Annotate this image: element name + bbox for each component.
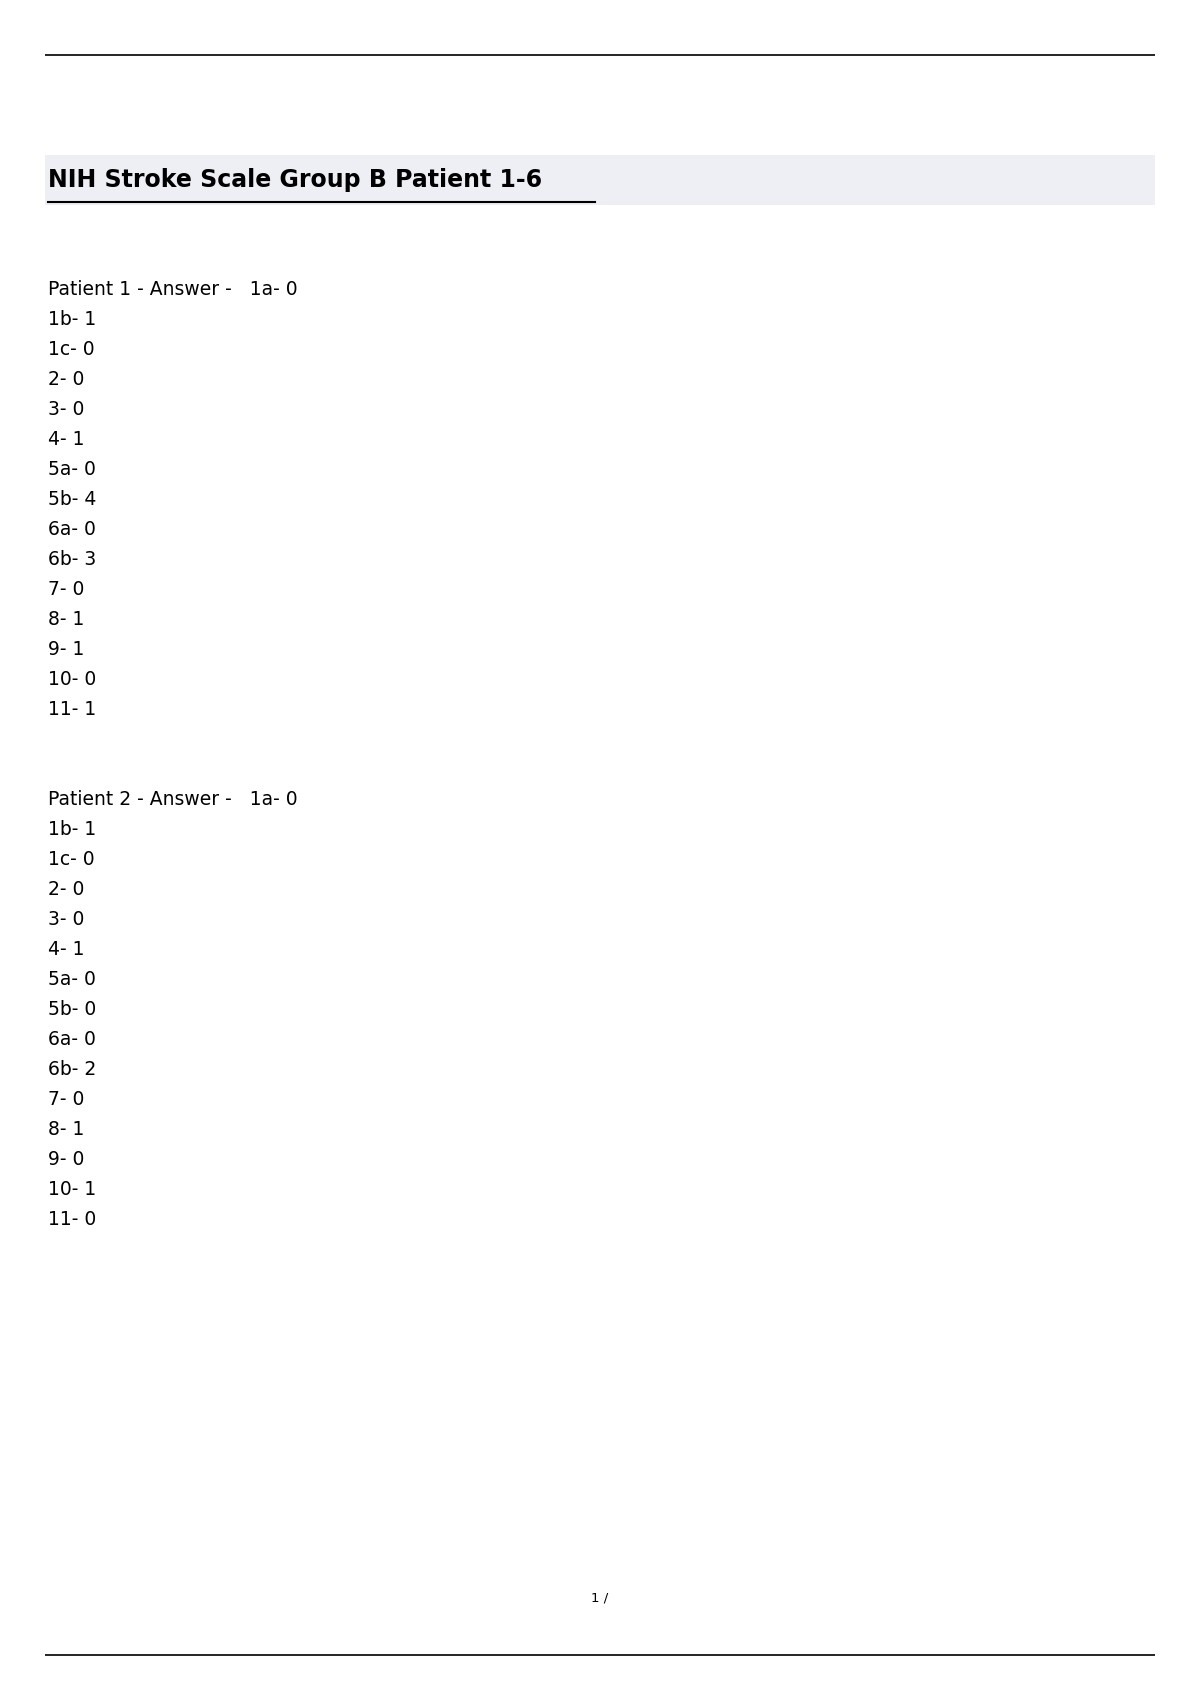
Text: 9- 0: 9- 0 — [48, 1149, 84, 1170]
Text: 6a- 0: 6a- 0 — [48, 520, 96, 539]
Bar — [46, 155, 1154, 206]
Text: 6b- 3: 6b- 3 — [48, 551, 96, 570]
Text: 10- 1: 10- 1 — [48, 1180, 96, 1198]
Text: 1c- 0: 1c- 0 — [48, 850, 95, 869]
Text: 3- 0: 3- 0 — [48, 400, 84, 418]
Text: 1b- 1: 1b- 1 — [48, 309, 96, 330]
Text: 1 /: 1 / — [592, 1591, 608, 1605]
Text: 1c- 0: 1c- 0 — [48, 340, 95, 359]
Text: 2- 0: 2- 0 — [48, 371, 84, 389]
Text: 5a- 0: 5a- 0 — [48, 971, 96, 989]
Text: 8- 1: 8- 1 — [48, 1120, 84, 1139]
Text: 1b- 1: 1b- 1 — [48, 819, 96, 840]
Text: Patient 1 - Answer -   1a- 0: Patient 1 - Answer - 1a- 0 — [48, 280, 298, 299]
Text: 7- 0: 7- 0 — [48, 1090, 84, 1108]
Text: 5b- 4: 5b- 4 — [48, 490, 96, 508]
Text: 6b- 2: 6b- 2 — [48, 1061, 96, 1080]
Text: 2- 0: 2- 0 — [48, 881, 84, 899]
Text: 8- 1: 8- 1 — [48, 610, 84, 629]
Text: 4- 1: 4- 1 — [48, 940, 84, 959]
Text: 10- 0: 10- 0 — [48, 670, 96, 689]
Text: NIH Stroke Scale Group B Patient 1-6: NIH Stroke Scale Group B Patient 1-6 — [48, 168, 542, 192]
Text: 4- 1: 4- 1 — [48, 430, 84, 449]
Text: 11- 0: 11- 0 — [48, 1210, 96, 1229]
Text: 6a- 0: 6a- 0 — [48, 1030, 96, 1049]
Text: 11- 1: 11- 1 — [48, 700, 96, 719]
Text: 7- 0: 7- 0 — [48, 580, 84, 598]
Text: 3- 0: 3- 0 — [48, 910, 84, 928]
Text: 5b- 0: 5b- 0 — [48, 1000, 96, 1018]
Text: Patient 2 - Answer -   1a- 0: Patient 2 - Answer - 1a- 0 — [48, 790, 298, 809]
Text: 5a- 0: 5a- 0 — [48, 461, 96, 479]
Text: 9- 1: 9- 1 — [48, 639, 84, 660]
